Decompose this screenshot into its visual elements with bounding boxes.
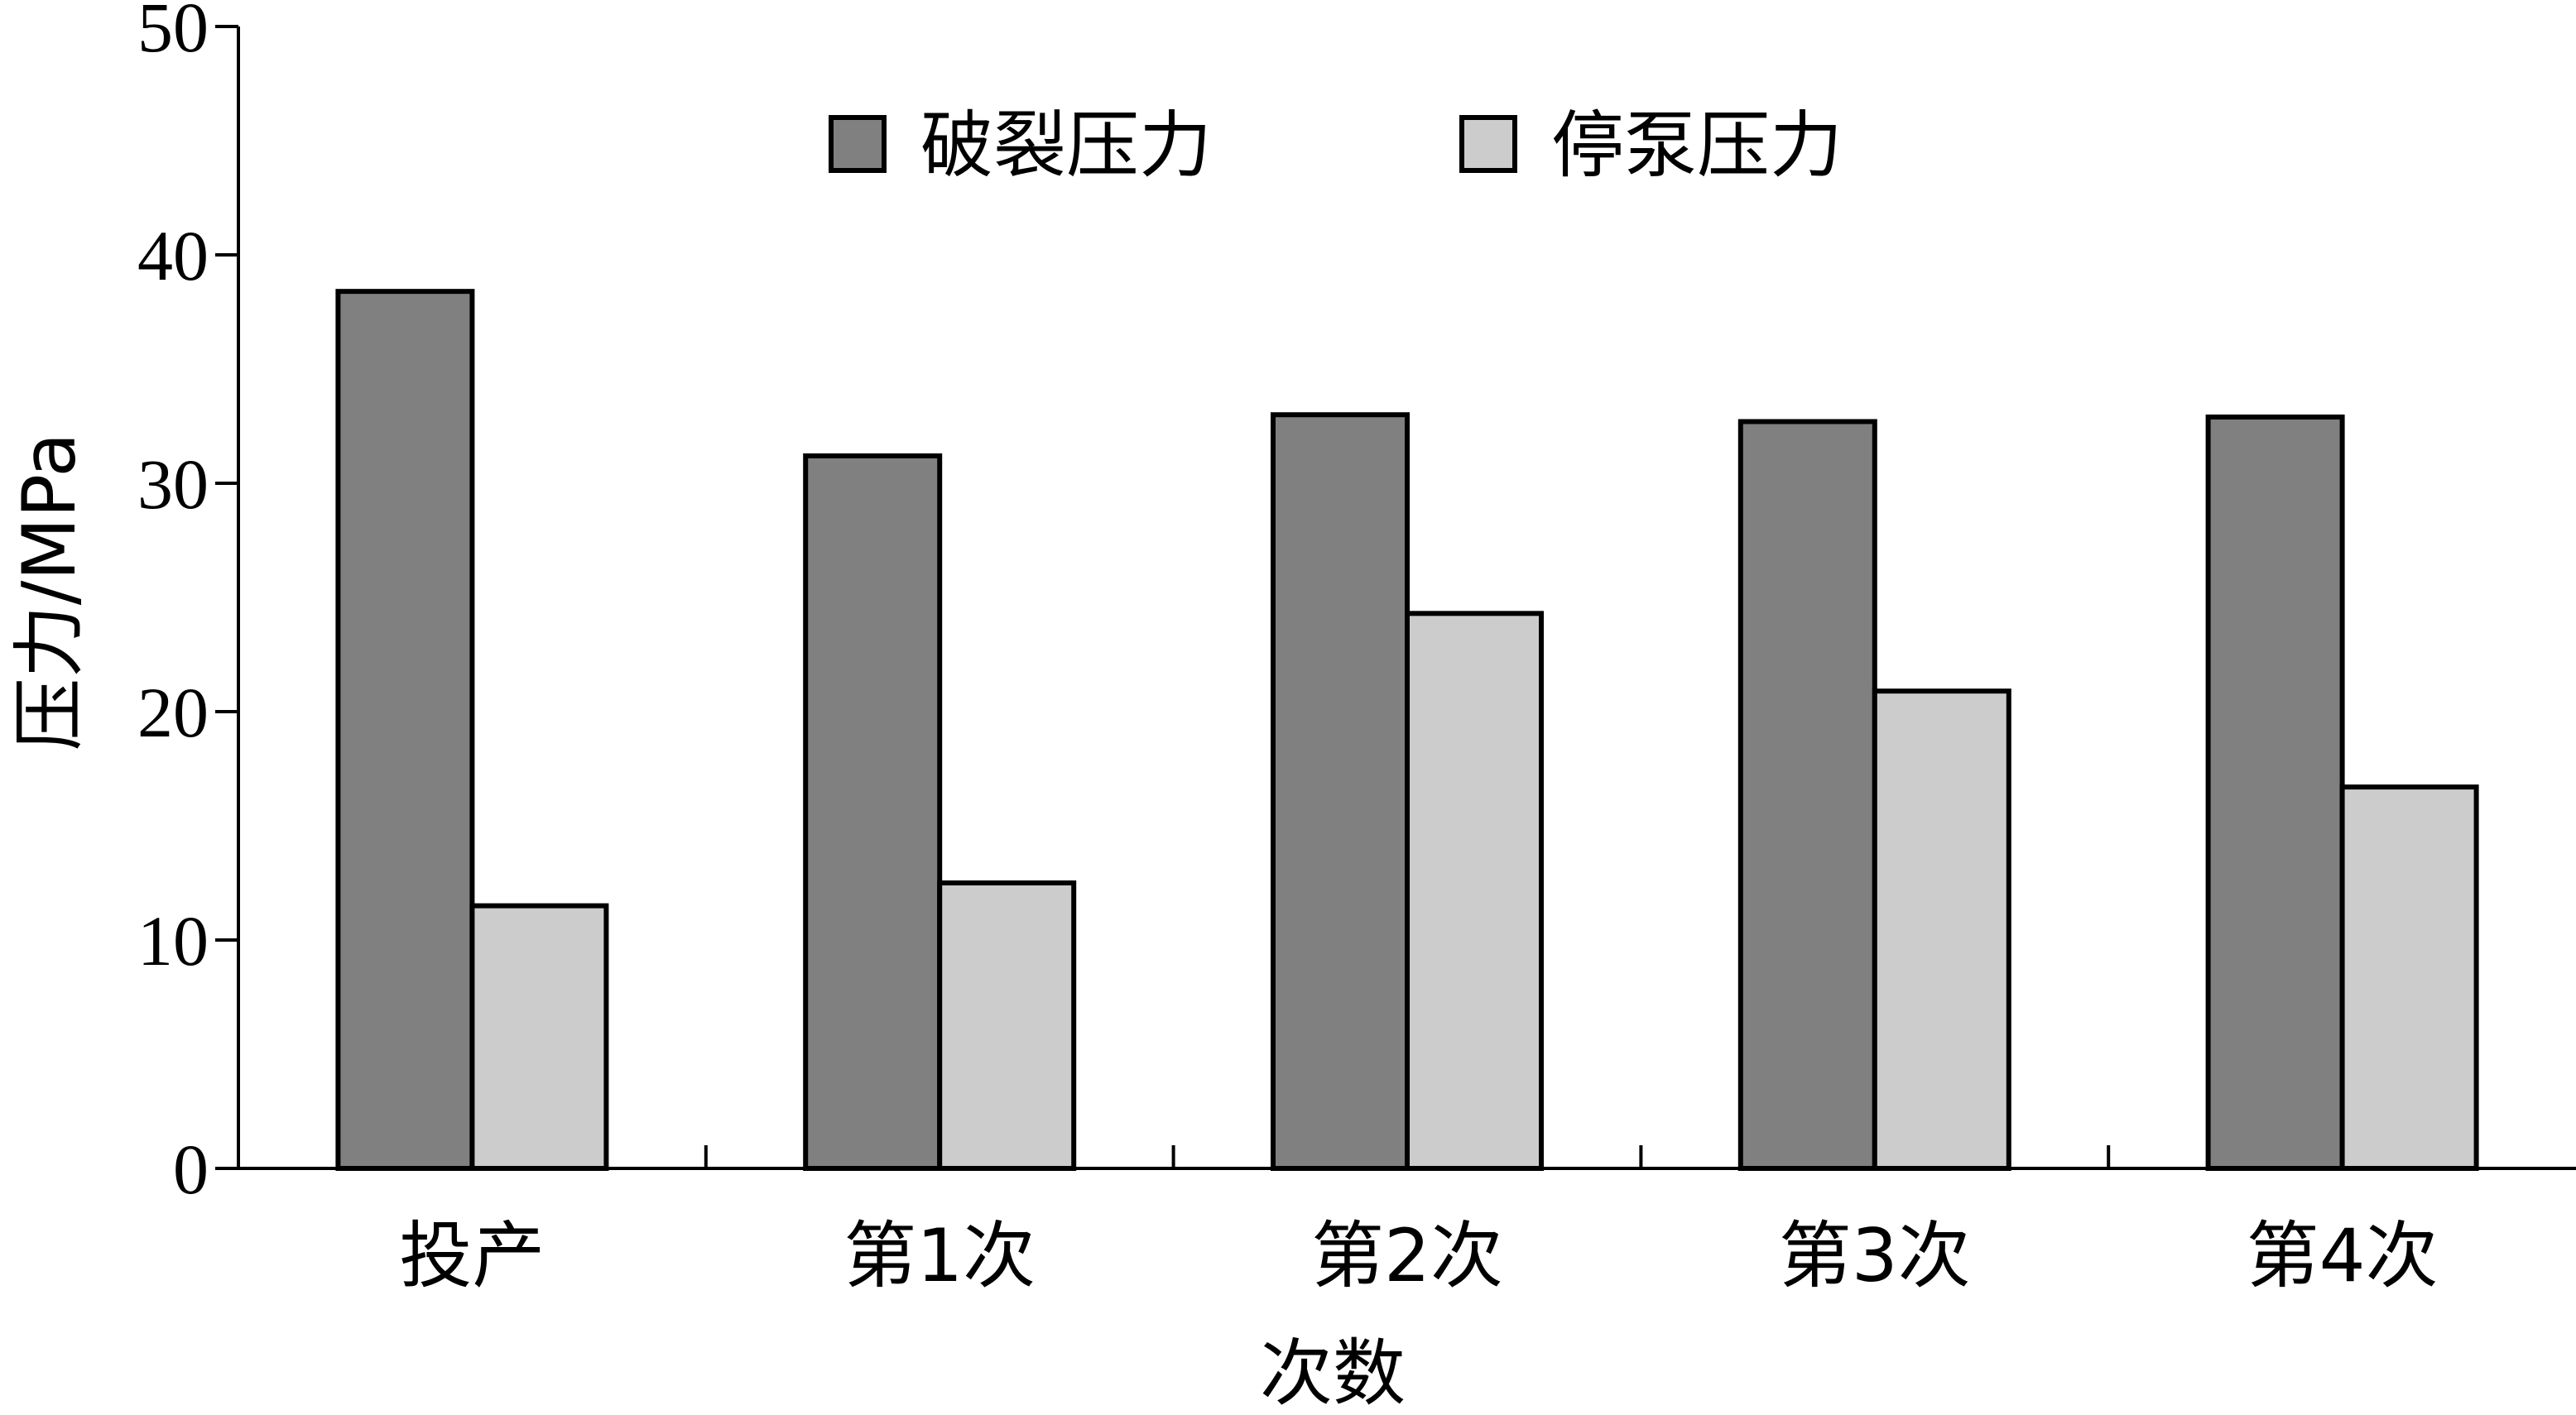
x-axis-title: 次数 [1260,1331,1406,1415]
bar-breakdown-pressure [1271,412,1410,1171]
bar-shutin-pressure [2339,784,2479,1172]
y-tick-label: 30 [137,444,209,524]
y-tick-label: 20 [137,673,209,752]
bar-breakdown-pressure [803,453,943,1171]
legend-label: 破裂压力 [920,103,1212,188]
bar-breakdown-pressure [2205,414,2345,1171]
y-tick-label: 0 [173,1130,209,1209]
bar-shutin-pressure [469,903,609,1171]
bar-shutin-pressure [1872,688,2011,1171]
legend-swatch [829,115,887,173]
x-tick-label: 第2次 [1311,1213,1503,1298]
bar-shutin-pressure [1405,611,1544,1171]
bar-breakdown-pressure [335,289,475,1171]
x-tick-label: 投产 [399,1213,545,1298]
y-tick-label: 40 [137,216,209,295]
y-ticks-group: 0 10 20 30 40 50 [137,0,238,1209]
legend-swatch [1459,115,1517,173]
bar-breakdown-pressure [1737,419,1877,1172]
legend: 破裂压力 停泵压力 [829,103,1843,188]
x-ticks-group: 投产 第1次 第2次 第3次 第4次 [399,1145,2439,1298]
bar-shutin-pressure [937,880,1077,1171]
x-tick-label: 第3次 [1779,1213,1971,1298]
bars-group [335,289,2479,1172]
x-tick-label: 第1次 [843,1213,1036,1298]
y-tick-label: 50 [137,0,209,67]
y-tick-label: 10 [137,901,209,981]
legend-label: 停泵压力 [1551,103,1843,188]
x-tick-label: 第4次 [2247,1213,2439,1298]
axes-group [237,26,2576,1170]
y-axis-title: 压力/MPa [7,433,92,751]
